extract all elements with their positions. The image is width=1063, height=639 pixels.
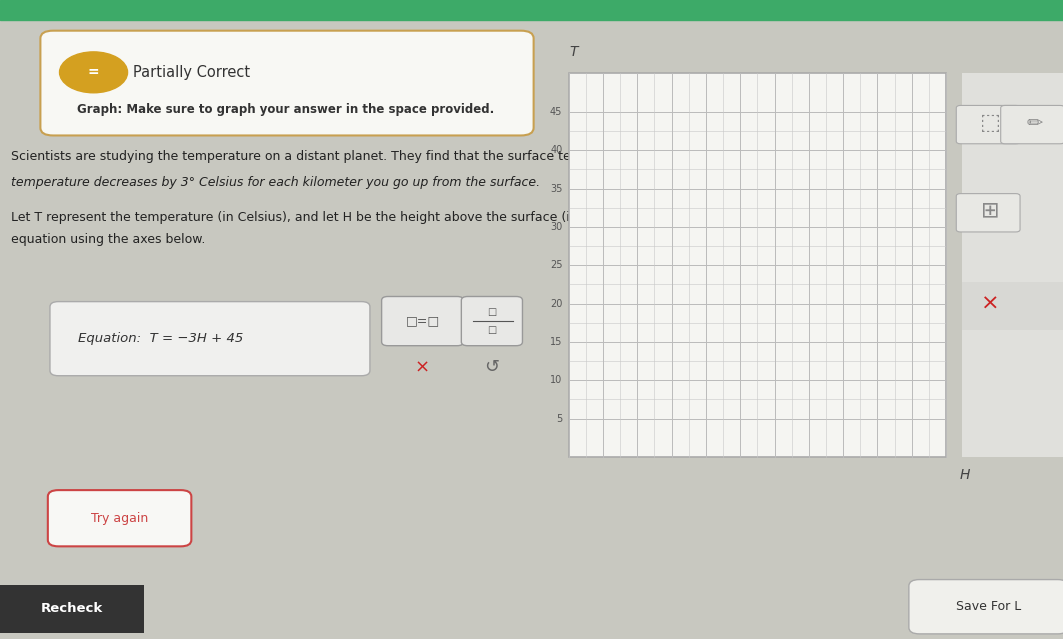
Text: Recheck: Recheck xyxy=(40,602,103,615)
Text: equation using the axes below.: equation using the axes below. xyxy=(11,233,205,246)
Text: ✏: ✏ xyxy=(1027,114,1043,133)
FancyBboxPatch shape xyxy=(48,490,191,546)
Text: Graph: Make sure to graph your answer in the space provided.: Graph: Make sure to graph your answer in… xyxy=(77,104,494,116)
Text: ↺: ↺ xyxy=(485,358,500,376)
Text: 35: 35 xyxy=(550,183,562,194)
Bar xyxy=(962,282,1063,330)
FancyBboxPatch shape xyxy=(382,296,463,346)
Text: Try again: Try again xyxy=(91,512,148,525)
Text: temperature decreases by 3° Celsius for each kilometer you go up from the surfac: temperature decreases by 3° Celsius for … xyxy=(11,176,540,189)
Text: ×: × xyxy=(415,358,431,376)
Text: Save For L: Save For L xyxy=(956,600,1022,613)
FancyBboxPatch shape xyxy=(50,302,370,376)
Text: Equation:  T = −3H + 45: Equation: T = −3H + 45 xyxy=(78,332,242,345)
Text: 15: 15 xyxy=(550,337,562,347)
Text: □: □ xyxy=(487,325,496,335)
FancyBboxPatch shape xyxy=(957,194,1020,232)
Text: 10: 10 xyxy=(550,375,562,385)
Text: T: T xyxy=(570,45,578,59)
Text: =: = xyxy=(88,65,99,79)
Bar xyxy=(569,73,946,457)
FancyBboxPatch shape xyxy=(461,296,523,346)
FancyBboxPatch shape xyxy=(957,105,1020,144)
FancyBboxPatch shape xyxy=(40,31,534,135)
Text: 25: 25 xyxy=(550,260,562,270)
Text: Partially Correct: Partially Correct xyxy=(133,65,250,80)
FancyBboxPatch shape xyxy=(1000,105,1063,144)
Text: 20: 20 xyxy=(550,298,562,309)
Circle shape xyxy=(60,52,128,93)
FancyBboxPatch shape xyxy=(0,585,144,633)
Text: 5: 5 xyxy=(556,413,562,424)
Text: □=□: □=□ xyxy=(405,314,440,328)
Text: Let T represent the temperature (in Celsius), and let H be the height above the : Let T represent the temperature (in Cels… xyxy=(11,211,881,224)
Text: ×: × xyxy=(981,293,999,314)
Bar xyxy=(962,73,1063,457)
FancyBboxPatch shape xyxy=(909,580,1063,634)
Text: Scientists are studying the temperature on a distant planet. They find that the : Scientists are studying the temperature … xyxy=(11,150,891,163)
Text: ⊞: ⊞ xyxy=(981,201,999,222)
Text: H: H xyxy=(960,468,971,482)
Text: □: □ xyxy=(487,307,496,317)
Text: ⬚: ⬚ xyxy=(980,113,1000,134)
Text: 30: 30 xyxy=(550,222,562,232)
Text: 40: 40 xyxy=(550,145,562,155)
Bar xyxy=(0,0,1063,20)
Text: 45: 45 xyxy=(550,107,562,117)
